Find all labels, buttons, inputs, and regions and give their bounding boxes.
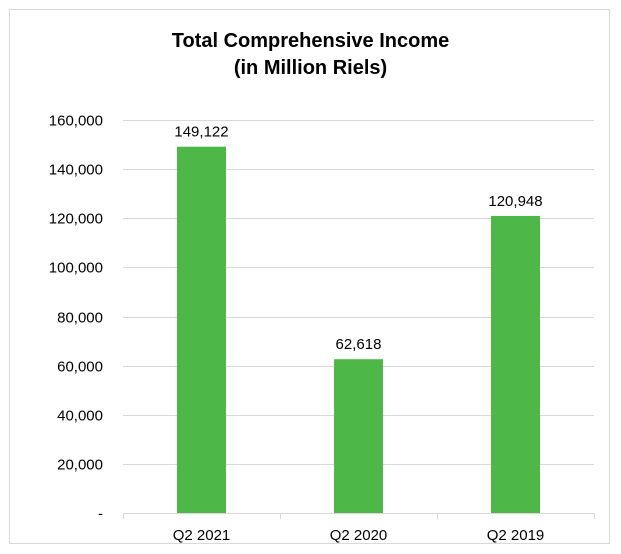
- y-tick-label: 60,000: [57, 359, 103, 376]
- y-tick-label: 40,000: [57, 408, 103, 425]
- bar: [334, 359, 383, 513]
- x-category-label: Q2 2019: [487, 527, 545, 544]
- x-axis-category-labels: Q2 2021 Q2 2020 Q2 2019: [173, 527, 545, 544]
- y-tick-label: 140,000: [49, 162, 103, 179]
- bar: [491, 215, 540, 513]
- data-labels: 149,122 62,618 120,948: [174, 124, 542, 353]
- y-tick-label: 160,000: [49, 113, 103, 130]
- chart-title: Total Comprehensive Income (in Million R…: [0, 28, 621, 82]
- chart-title-line-1: Total Comprehensive Income: [171, 30, 450, 52]
- y-tick-label: -: [98, 506, 103, 523]
- y-tick-label: 100,000: [49, 260, 103, 277]
- y-tick-label: 20,000: [57, 457, 103, 474]
- x-category-label: Q2 2020: [330, 527, 388, 544]
- bar: [177, 146, 226, 513]
- data-label: 62,618: [336, 336, 382, 353]
- bars: [177, 146, 540, 513]
- chart-title-line-2: (in Million Riels): [233, 57, 388, 79]
- x-category-label: Q2 2021: [173, 527, 231, 544]
- y-tick-label: 120,000: [49, 211, 103, 228]
- data-label: 120,948: [488, 193, 542, 210]
- data-label: 149,122: [174, 124, 228, 141]
- x-axis: [123, 513, 595, 519]
- y-axis-tick-labels: - 20,000 40,000 60,000 80,000 100,000 120,000 1…: [49, 113, 103, 523]
- y-tick-label: 80,000: [57, 310, 103, 327]
